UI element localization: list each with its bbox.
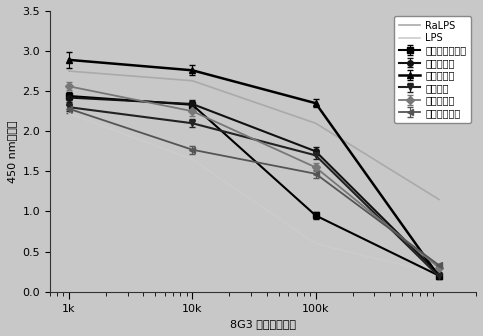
Legend: RaLPS, LPS, 甲型副伤寒沙门, 鼠伤寒沙门, 汤普逐沙门, 肠炎沙门, 鸭沙门沙门, 亚利桑那沙门: RaLPS, LPS, 甲型副伤寒沙门, 鼠伤寒沙门, 汤普逐沙门, 肠炎沙门,… (394, 16, 471, 123)
RaLPS (189, 79, 195, 83)
Line: RaLPS: RaLPS (69, 71, 439, 200)
RaLPS (66, 69, 72, 73)
RaLPS (313, 121, 319, 125)
LPS (436, 272, 442, 276)
LPS (66, 112, 72, 116)
LPS (313, 242, 319, 246)
Line: LPS: LPS (69, 114, 439, 274)
Y-axis label: 450 nm吸光值: 450 nm吸光值 (7, 120, 17, 182)
RaLPS (436, 198, 442, 202)
X-axis label: 8G3 抗体稀释倍数: 8G3 抗体稀释倍数 (230, 319, 296, 329)
LPS (189, 157, 195, 161)
